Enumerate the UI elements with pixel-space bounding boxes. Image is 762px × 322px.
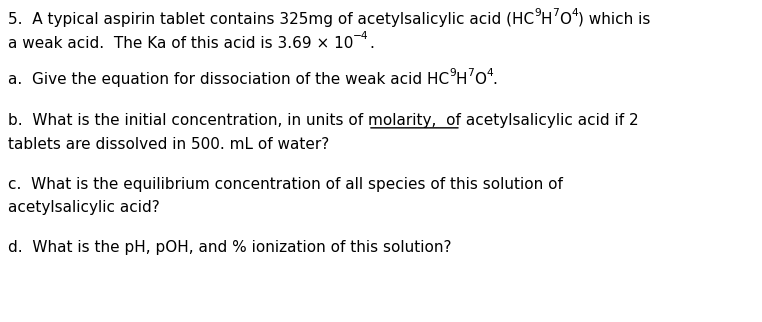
Text: 5.  A typical aspirin tablet contains 325mg of acetylsalicylic acid (HC: 5. A typical aspirin tablet contains 325… — [8, 12, 534, 27]
Text: acetylsalicylic acid if 2: acetylsalicylic acid if 2 — [461, 113, 639, 128]
Text: tablets are dissolved in 500. mL of water?: tablets are dissolved in 500. mL of wate… — [8, 137, 329, 152]
Text: 4: 4 — [486, 68, 493, 78]
Text: b.  What is the initial concentration, in units of: b. What is the initial concentration, in… — [8, 113, 368, 128]
Text: 9: 9 — [534, 8, 541, 18]
Text: .: . — [369, 36, 374, 51]
Text: 7: 7 — [552, 8, 559, 18]
Text: H: H — [456, 72, 467, 87]
Text: a weak acid.  The Ka of this acid is 3.69 × 10: a weak acid. The Ka of this acid is 3.69… — [8, 36, 354, 51]
Text: ) which is: ) which is — [578, 12, 650, 27]
Text: 4: 4 — [572, 8, 578, 18]
Text: d.  What is the pH, pOH, and % ionization of this solution?: d. What is the pH, pOH, and % ionization… — [8, 240, 452, 255]
Text: −4: −4 — [354, 31, 369, 41]
Text: acetylsalicylic acid?: acetylsalicylic acid? — [8, 200, 160, 215]
Text: c.  What is the equilibrium concentration of all species of this solution of: c. What is the equilibrium concentration… — [8, 177, 563, 192]
Text: H: H — [541, 12, 552, 27]
Text: a.  Give the equation for dissociation of the weak acid HC: a. Give the equation for dissociation of… — [8, 72, 449, 87]
Text: O: O — [474, 72, 486, 87]
Text: molarity,  of: molarity, of — [368, 113, 461, 128]
Text: 7: 7 — [467, 68, 474, 78]
Text: O: O — [559, 12, 572, 27]
Text: .: . — [493, 72, 498, 87]
Text: 9: 9 — [449, 68, 456, 78]
